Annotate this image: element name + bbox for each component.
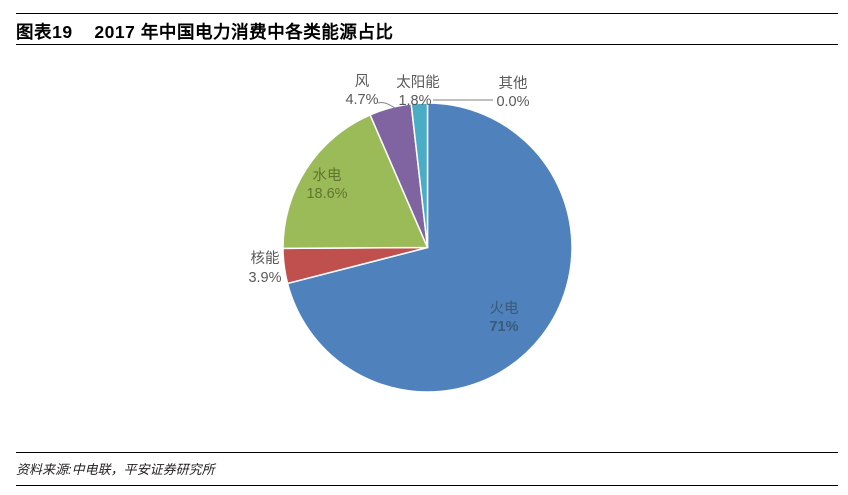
svg-text:太阳能: 太阳能 xyxy=(396,74,440,91)
svg-text:核能: 核能 xyxy=(251,250,280,267)
svg-text:71%: 71% xyxy=(489,319,518,335)
svg-text:风: 风 xyxy=(355,73,370,90)
svg-text:其他: 其他 xyxy=(499,75,528,92)
svg-text:3.9%: 3.9% xyxy=(248,270,281,286)
svg-text:4.7%: 4.7% xyxy=(345,92,378,108)
svg-text:水电: 水电 xyxy=(313,167,342,184)
svg-text:1.8%: 1.8% xyxy=(398,93,431,109)
svg-text:火电: 火电 xyxy=(490,300,519,317)
svg-text:0.0%: 0.0% xyxy=(496,94,529,110)
svg-text:18.6%: 18.6% xyxy=(306,186,347,202)
